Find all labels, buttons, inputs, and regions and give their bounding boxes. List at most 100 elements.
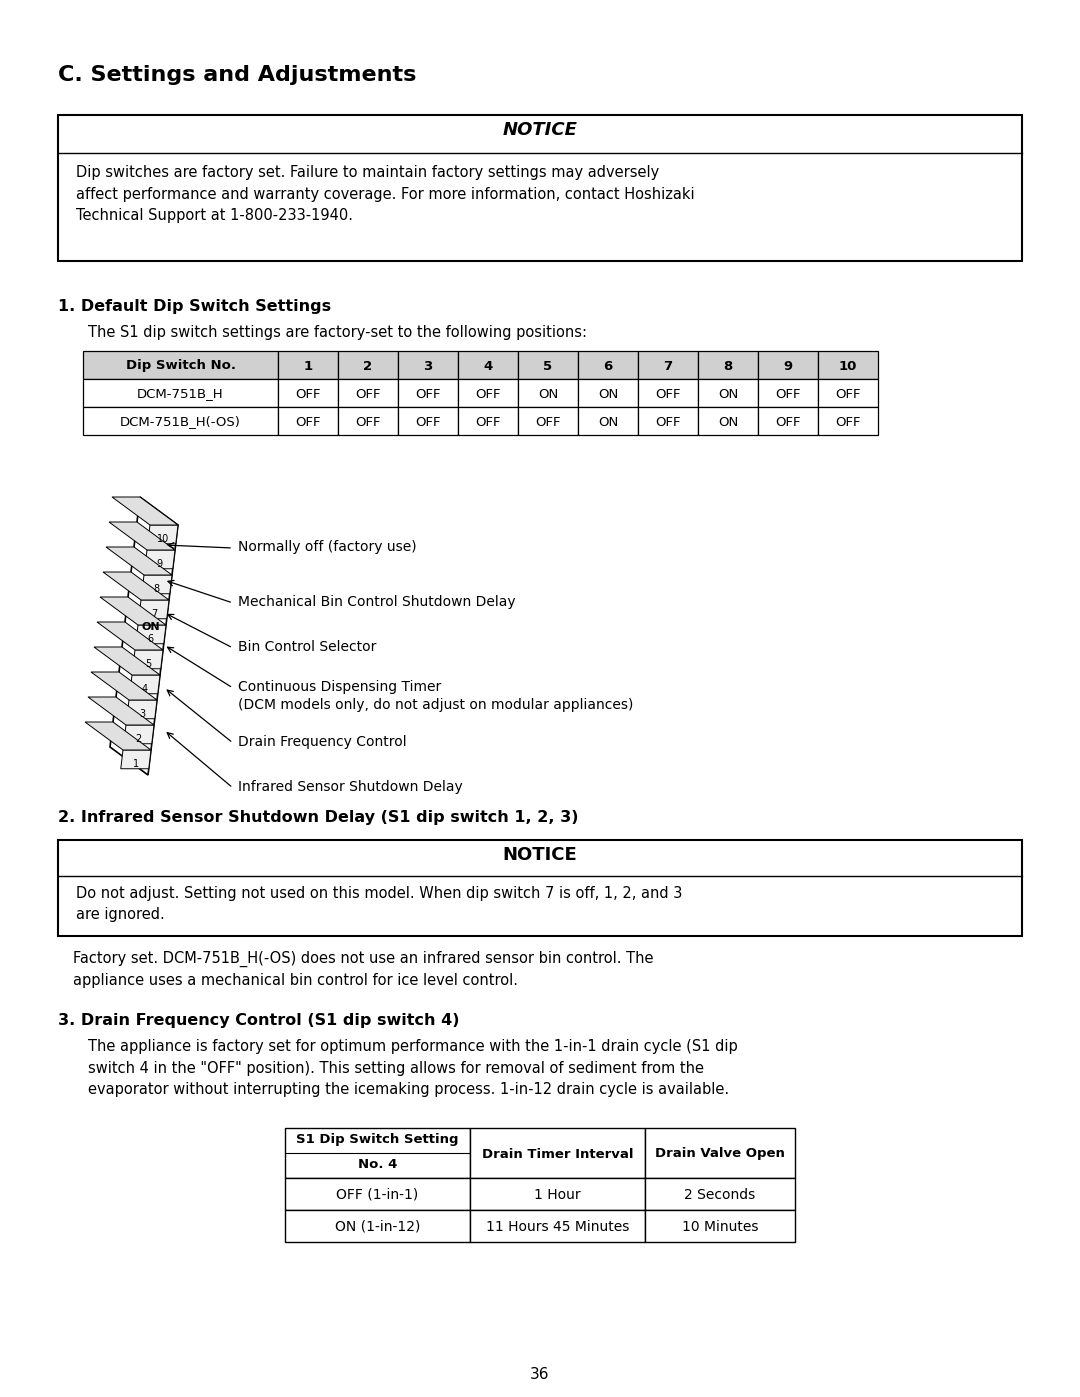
- Polygon shape: [141, 576, 172, 594]
- Bar: [470, 1127, 645, 1178]
- Text: 3: 3: [139, 710, 145, 719]
- Text: C. Settings and Adjustments: C. Settings and Adjustments: [58, 66, 417, 85]
- Bar: [638, 379, 698, 407]
- Bar: [698, 379, 758, 407]
- Bar: [470, 1178, 645, 1210]
- Bar: [518, 407, 578, 434]
- Bar: [285, 1127, 470, 1178]
- Bar: [338, 351, 399, 379]
- Text: NOTICE: NOTICE: [502, 847, 578, 863]
- Text: Drain Valve Open: Drain Valve Open: [656, 1147, 785, 1161]
- Polygon shape: [126, 700, 157, 718]
- Bar: [83, 379, 278, 407]
- Text: Do not adjust. Setting not used on this model. When dip switch 7 is off, 1, 2, a: Do not adjust. Setting not used on this …: [76, 886, 683, 922]
- Bar: [818, 379, 878, 407]
- Bar: [818, 351, 878, 379]
- Text: OFF: OFF: [295, 387, 321, 401]
- Polygon shape: [91, 672, 157, 700]
- Bar: [578, 379, 638, 407]
- Text: 10 Minutes: 10 Minutes: [681, 1220, 758, 1234]
- Text: 1 Hour: 1 Hour: [535, 1187, 581, 1201]
- Text: Drain Timer Interval: Drain Timer Interval: [482, 1147, 633, 1161]
- Bar: [518, 351, 578, 379]
- Text: Infrared Sensor Shutdown Delay: Infrared Sensor Shutdown Delay: [238, 780, 462, 793]
- Bar: [399, 407, 458, 434]
- Text: 9: 9: [157, 559, 163, 570]
- Text: 6: 6: [604, 359, 612, 373]
- Polygon shape: [145, 550, 175, 569]
- Bar: [83, 351, 278, 379]
- Bar: [58, 840, 1022, 936]
- Bar: [399, 351, 458, 379]
- Text: OFF: OFF: [775, 387, 800, 401]
- Bar: [818, 407, 878, 434]
- Text: 5: 5: [145, 659, 151, 669]
- Text: ON: ON: [718, 387, 738, 401]
- Text: 3. Drain Frequency Control (S1 dip switch 4): 3. Drain Frequency Control (S1 dip switc…: [58, 1013, 459, 1028]
- Bar: [278, 351, 338, 379]
- Text: OFF: OFF: [656, 415, 680, 429]
- Polygon shape: [109, 522, 175, 550]
- Polygon shape: [110, 497, 178, 775]
- Bar: [399, 379, 458, 407]
- Bar: [285, 1178, 470, 1210]
- Polygon shape: [136, 624, 166, 644]
- Polygon shape: [87, 697, 154, 725]
- Text: Bin Control Selector: Bin Control Selector: [238, 640, 376, 654]
- Text: 11 Hours 45 Minutes: 11 Hours 45 Minutes: [486, 1220, 630, 1234]
- Bar: [638, 407, 698, 434]
- Text: 2: 2: [364, 359, 373, 373]
- Text: ON: ON: [141, 622, 161, 631]
- Text: Dip switches are factory set. Failure to maintain factory settings may adversely: Dip switches are factory set. Failure to…: [76, 165, 694, 224]
- Bar: [638, 351, 698, 379]
- Text: 1: 1: [133, 760, 139, 770]
- Text: ON: ON: [718, 415, 738, 429]
- Polygon shape: [121, 750, 151, 768]
- Bar: [578, 351, 638, 379]
- Polygon shape: [138, 599, 168, 619]
- Polygon shape: [103, 571, 168, 599]
- Text: 5: 5: [543, 359, 553, 373]
- Text: OFF: OFF: [536, 415, 561, 429]
- Text: 2: 2: [136, 735, 141, 745]
- Bar: [578, 407, 638, 434]
- Bar: [338, 379, 399, 407]
- Text: 1. Default Dip Switch Settings: 1. Default Dip Switch Settings: [58, 299, 332, 314]
- Text: OFF: OFF: [475, 415, 501, 429]
- Text: 10: 10: [839, 359, 858, 373]
- Bar: [458, 351, 518, 379]
- Bar: [645, 1178, 795, 1210]
- Text: Factory set. DCM-751B_H(-OS) does not use an infrared sensor bin control. The
ap: Factory set. DCM-751B_H(-OS) does not us…: [73, 951, 653, 988]
- Text: 6: 6: [148, 634, 154, 644]
- Text: OFF: OFF: [355, 387, 381, 401]
- Text: No. 4: No. 4: [357, 1158, 397, 1171]
- Bar: [458, 407, 518, 434]
- Text: OFF: OFF: [355, 415, 381, 429]
- Text: Dip Switch No.: Dip Switch No.: [125, 359, 235, 373]
- Text: 7: 7: [151, 609, 157, 619]
- Text: 2 Seconds: 2 Seconds: [685, 1187, 756, 1201]
- Text: Drain Frequency Control: Drain Frequency Control: [238, 735, 407, 749]
- Polygon shape: [100, 597, 166, 624]
- Text: 1: 1: [303, 359, 312, 373]
- Polygon shape: [97, 622, 163, 650]
- Text: The appliance is factory set for optimum performance with the 1-in-1 drain cycle: The appliance is factory set for optimum…: [87, 1039, 738, 1097]
- Text: OFF (1-in-1): OFF (1-in-1): [336, 1187, 419, 1201]
- Bar: [758, 379, 818, 407]
- Text: DCM-751B_H: DCM-751B_H: [137, 387, 224, 401]
- Text: Normally off (factory use): Normally off (factory use): [238, 541, 417, 555]
- Bar: [285, 1210, 470, 1242]
- Polygon shape: [133, 650, 163, 669]
- Text: OFF: OFF: [475, 387, 501, 401]
- Text: Continuous Dispensing Timer
(DCM models only, do not adjust on modular appliance: Continuous Dispensing Timer (DCM models …: [238, 680, 633, 712]
- Bar: [758, 407, 818, 434]
- Text: 10: 10: [157, 535, 168, 545]
- Polygon shape: [148, 525, 178, 543]
- Bar: [278, 379, 338, 407]
- Bar: [645, 1127, 795, 1178]
- Text: OFF: OFF: [835, 415, 861, 429]
- Polygon shape: [106, 548, 172, 576]
- Polygon shape: [85, 722, 151, 750]
- Text: OFF: OFF: [415, 415, 441, 429]
- Bar: [470, 1210, 645, 1242]
